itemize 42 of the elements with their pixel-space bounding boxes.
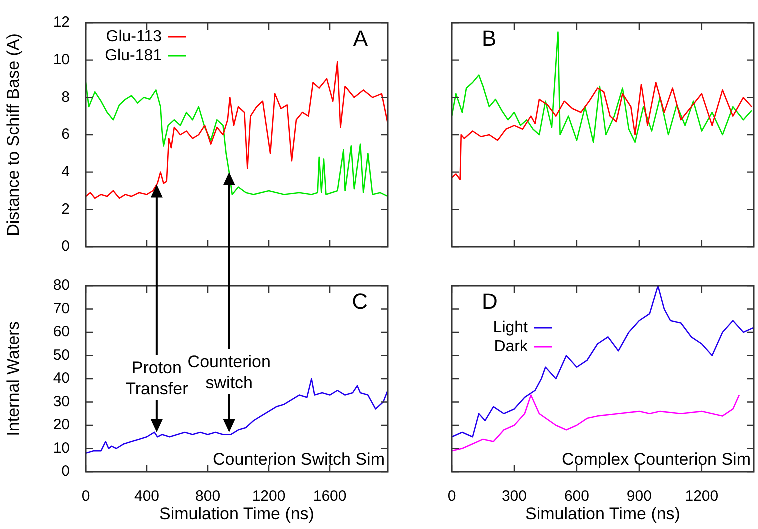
x-tick-label: 0 [82,488,90,506]
annotation: B [482,26,497,52]
annotation: Counterion Switch Sim [213,450,385,469]
x-tick-label: 800 [196,488,221,506]
annotation: A [353,26,368,52]
x-axis-title: Simulation Time (ns) [160,504,314,524]
legend-label: Dark [494,338,529,356]
y-tick-label: 8 [62,88,70,106]
x-tick-label: 400 [134,488,160,506]
x-tick-label: 1200 [685,488,719,506]
y-tick-label: 2 [62,200,70,218]
x-tick-label: 600 [564,488,590,506]
x-tick-label: 0 [448,488,456,506]
x-tick-label: 900 [626,488,652,506]
y-tick-label: 80 [53,277,70,294]
y-tick-label: 0 [62,238,70,256]
y-tick-label: 50 [53,346,70,364]
y-tick-label: 70 [53,300,70,318]
annotation: C [352,289,368,314]
y-tick-label: 0 [62,463,70,480]
legend-label: Glu-181 [105,47,162,64]
annotation: Complex Counterion Sim [562,450,751,469]
x-tick-label: 1200 [252,488,286,506]
annotation: D [482,289,498,314]
y-tick-label: 60 [53,324,70,341]
y-tick-label: 10 [53,51,70,68]
y-tick-label: 40 [53,370,70,388]
y-axis-title: Distance to Schiff Base (A) [4,34,23,236]
x-axis-title: Simulation Time (ns) [526,504,680,524]
y-tick-label: 10 [53,440,70,457]
annotation: Proton Transfer [126,358,189,398]
y-tick-label: 12 [53,14,70,32]
y-tick-label: 30 [53,393,70,410]
y-tick-label: 4 [62,163,70,180]
y-tick-label: 6 [62,126,70,144]
y-tick-label: 20 [53,416,70,434]
legend-label: Light [493,319,529,336]
y-axis-title: Internal Waters [4,322,23,436]
x-tick-label: 300 [502,488,527,506]
annotation: Counterion switch [188,352,271,392]
legend-label: Glu-113 [106,28,162,46]
x-tick-label: 1600 [313,488,347,506]
